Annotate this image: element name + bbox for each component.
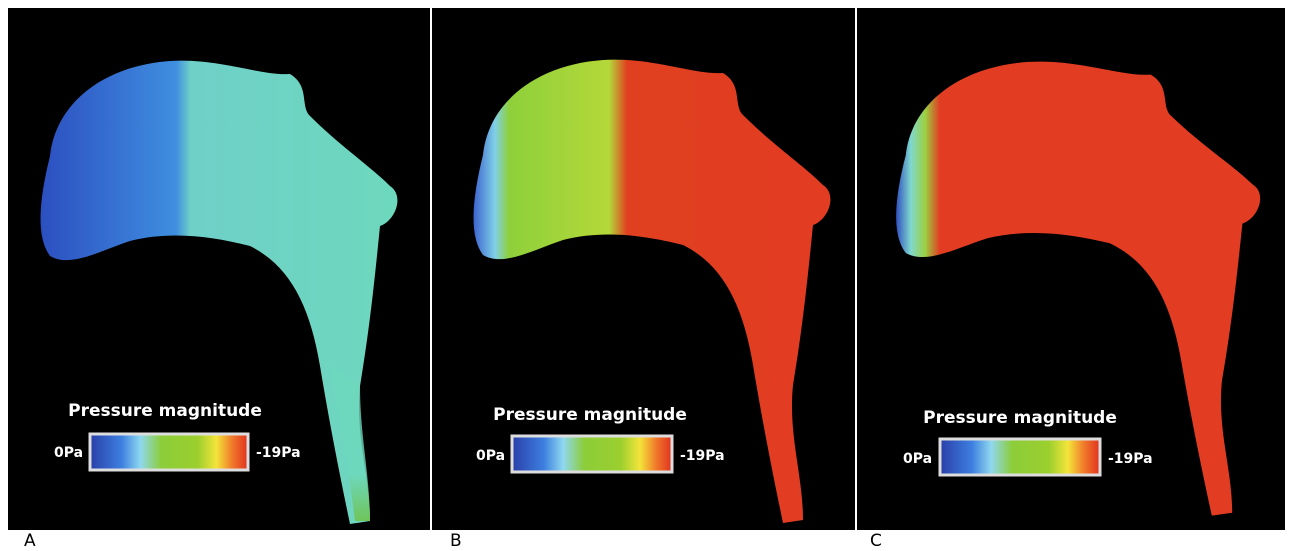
colorbar-min: 0Pa xyxy=(54,445,83,461)
colorbar-title: Pressure magnitude xyxy=(493,405,687,425)
colorbar-min: 0Pa xyxy=(903,451,932,467)
colorbar-title: Pressure magnitude xyxy=(923,408,1117,428)
colorbar-max: -19Pa xyxy=(1108,451,1153,467)
colorbar xyxy=(940,439,1100,475)
colorbar-title: Pressure magnitude xyxy=(68,401,262,421)
panel-label: A xyxy=(24,531,36,551)
colorbar xyxy=(90,434,248,470)
figure: Pressure magnitude 0Pa -19Pa Pressure ma… xyxy=(0,0,1289,551)
colorbar xyxy=(512,436,672,472)
colorbar-max: -19Pa xyxy=(680,448,725,464)
panel-label: C xyxy=(870,531,882,551)
panel-label: B xyxy=(450,531,462,551)
colorbar-max: -19Pa xyxy=(256,445,301,461)
colorbar-min: 0Pa xyxy=(476,448,505,464)
